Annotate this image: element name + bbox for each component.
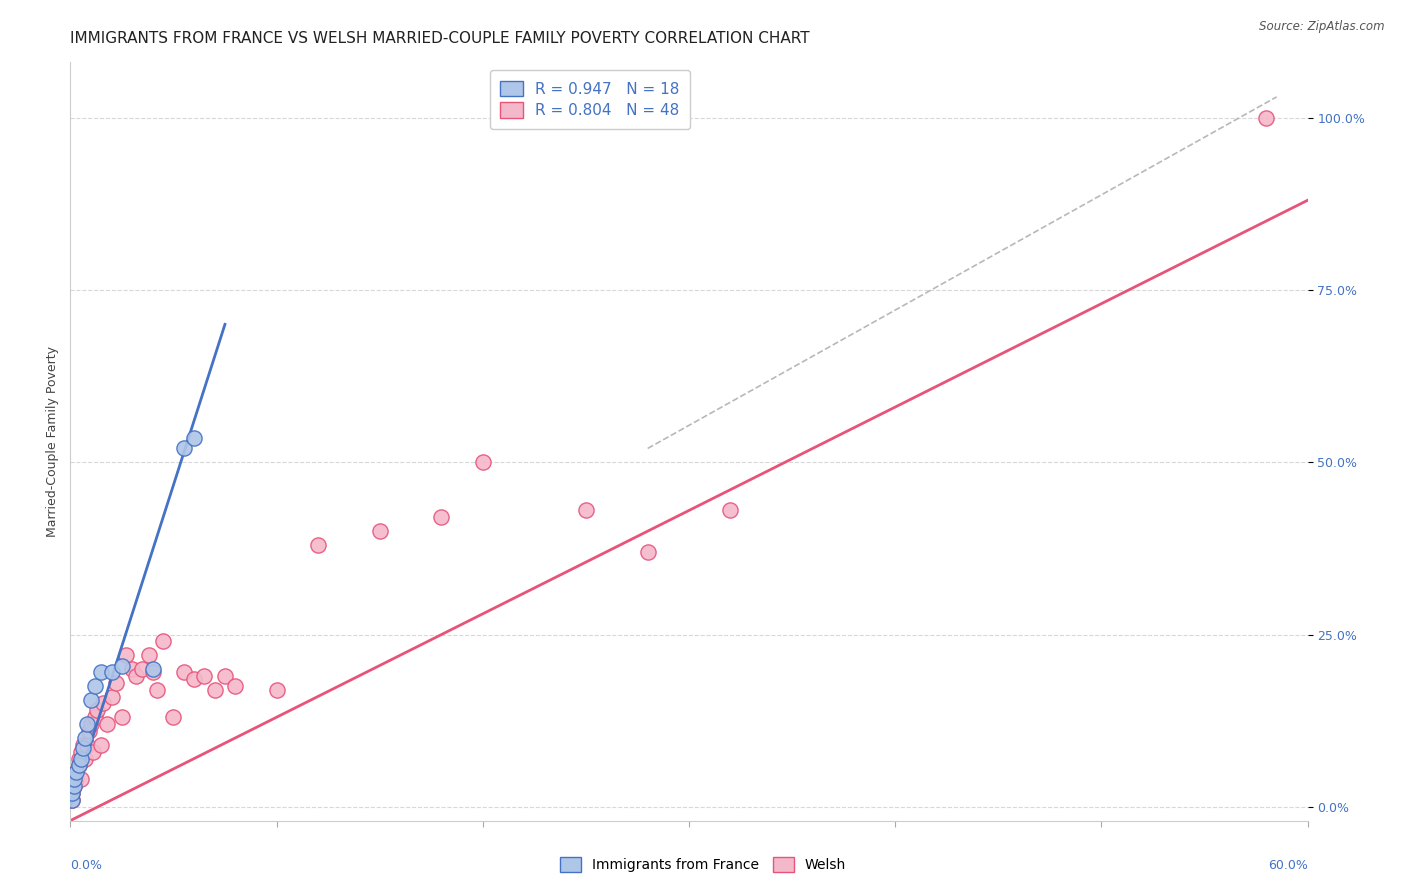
Point [82,745,104,759]
Point [183,431,205,445]
Legend: Immigrants from France, Welsh: Immigrants from France, Welsh [551,849,855,880]
Point [138,648,160,663]
Point [80,693,103,707]
Point [80,717,103,731]
Point [90,738,112,752]
Point [60,786,83,800]
Point [104,675,127,690]
Point [1256,111,1278,125]
Legend: R = 0.947   N = 18, R = 0.804   N = 48: R = 0.947 N = 18, R = 0.804 N = 48 [489,70,690,128]
Point [84,679,107,693]
Point [193,669,215,683]
Point [111,658,134,673]
Point [63,779,86,793]
Point [63,779,86,793]
Text: IMMIGRANTS FROM FRANCE VS WELSH MARRIED-COUPLE FAMILY POVERTY CORRELATION CHART: IMMIGRANTS FROM FRANCE VS WELSH MARRIED-… [70,31,810,46]
Point [76,717,98,731]
Point [368,524,391,538]
Point [63,772,86,787]
Point [430,510,453,524]
Point [183,673,205,687]
Point [69,751,91,765]
Text: Source: ZipAtlas.com: Source: ZipAtlas.com [1260,20,1385,33]
Point [115,648,138,663]
Point [718,503,741,517]
Point [131,662,153,676]
Point [65,765,87,780]
Point [471,455,494,469]
Point [91,697,114,711]
Point [637,545,659,559]
Point [162,710,184,724]
Point [86,703,108,717]
Point [173,665,195,680]
Point [266,682,288,697]
Text: 0.0%: 0.0% [70,858,103,871]
Point [77,724,100,739]
Y-axis label: Married-Couple Family Poverty: Married-Couple Family Poverty [46,346,59,537]
Point [67,751,90,765]
Point [60,786,83,800]
Point [67,758,90,772]
Point [100,690,122,704]
Point [146,682,169,697]
Point [100,665,122,680]
Point [90,665,112,680]
Point [67,758,90,772]
Point [125,669,148,683]
Point [307,538,329,552]
Point [142,662,165,676]
Point [96,717,118,731]
Point [152,634,174,648]
Point [60,793,83,807]
Point [121,662,143,676]
Point [73,731,96,745]
Point [575,503,598,517]
Point [214,669,236,683]
Point [69,772,91,787]
Point [60,793,83,807]
Point [73,751,96,765]
Point [63,772,86,787]
Point [76,738,98,752]
Point [224,679,246,693]
Point [69,745,91,759]
Point [65,765,87,780]
Point [65,772,87,787]
Point [142,665,165,680]
Point [72,738,94,752]
Point [204,682,226,697]
Point [84,710,107,724]
Point [111,710,134,724]
Point [72,741,94,756]
Text: 60.0%: 60.0% [1268,858,1308,871]
Point [173,442,195,456]
